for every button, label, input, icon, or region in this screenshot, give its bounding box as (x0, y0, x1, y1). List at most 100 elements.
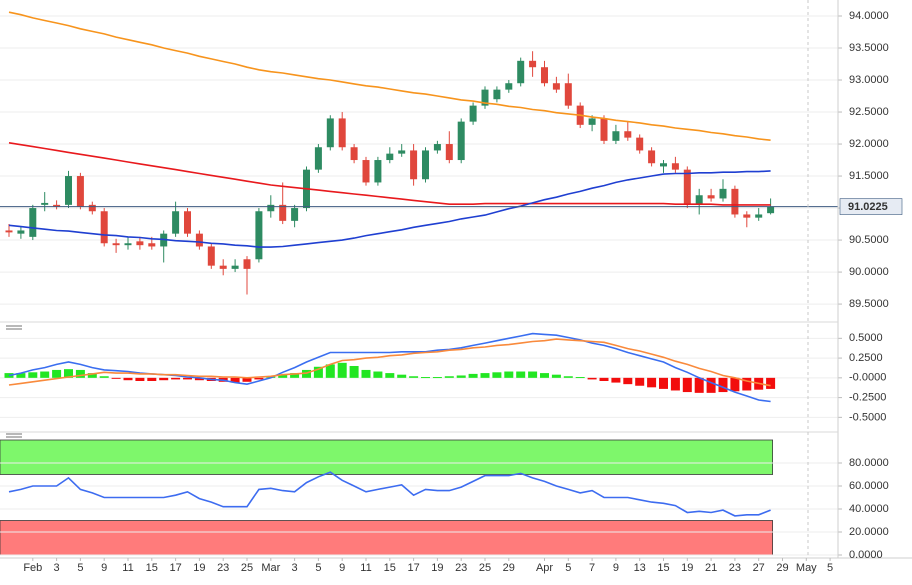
histogram-bar (706, 377, 716, 393)
x-tick-label: 11 (360, 562, 371, 574)
candle-body (338, 118, 346, 148)
candle-body (564, 83, 572, 106)
last-price-label: 91.0225 (848, 201, 888, 213)
histogram-bar (635, 377, 645, 386)
candle-body (671, 163, 679, 170)
candle-body (660, 163, 667, 167)
candle-body (41, 202, 49, 205)
indicator-line (8, 142, 771, 206)
y-tick-label: 92.5000 (849, 106, 889, 118)
histogram-bar (551, 374, 561, 378)
y-tick-label: 89.5000 (849, 298, 889, 310)
y-tick-label: 90.5000 (849, 234, 889, 246)
x-tick-label: 11 (122, 562, 133, 574)
candle-body (707, 195, 715, 199)
y-tick-label: 93.5000 (849, 42, 889, 54)
candle-body (243, 259, 251, 269)
x-tick-label: 5 (565, 562, 571, 574)
histogram-bar (242, 377, 252, 382)
candle-body (505, 83, 513, 90)
y-tick-label: 40.0000 (849, 503, 889, 515)
candle-body (422, 150, 429, 180)
candle-body (719, 188, 727, 199)
x-tick-label: 3 (292, 562, 298, 574)
histogram-bar (349, 365, 359, 378)
candle-body (5, 230, 13, 233)
x-tick-label: 15 (657, 562, 669, 574)
y-tick-label: 90.0000 (849, 266, 889, 278)
y-tick-label: 92.0000 (849, 138, 889, 150)
x-tick-label: 13 (634, 562, 646, 574)
histogram-bar (385, 373, 395, 378)
x-tick-label: 23 (217, 562, 229, 574)
candle-body (136, 241, 144, 246)
panel-handle[interactable] (6, 325, 22, 330)
candle-body (231, 265, 239, 269)
candle-body (457, 121, 465, 161)
candle-body (350, 147, 358, 161)
histogram-bar (421, 377, 430, 379)
candle-body (76, 176, 84, 207)
candle-body (362, 160, 370, 183)
x-tick-label: May (796, 562, 817, 574)
histogram-bar (456, 375, 466, 378)
histogram-bar (432, 377, 442, 379)
x-tick-label: 29 (776, 562, 788, 574)
histogram-bar (361, 369, 371, 378)
histogram-bar (278, 374, 288, 378)
candle-body (386, 153, 394, 161)
histogram-bar (135, 377, 145, 381)
y-tick-label: 0.0000 (849, 549, 883, 561)
candle-body (755, 214, 763, 218)
histogram-bar (528, 371, 538, 378)
y-tick-label: 80.0000 (849, 457, 889, 469)
histogram-bar (611, 377, 621, 383)
x-tick-label: 19 (681, 562, 693, 574)
histogram-bar (290, 373, 300, 378)
candle-body (433, 144, 441, 151)
x-tick-label: 27 (753, 562, 765, 574)
y-tick-label: 94.0000 (849, 10, 889, 22)
histogram-bar (147, 377, 157, 381)
candle-body (683, 169, 691, 205)
x-tick-label: Apr (536, 562, 553, 574)
y-tick-label: -0.5000 (849, 411, 886, 423)
candle-body (636, 137, 644, 151)
candle-body (148, 243, 156, 247)
candle-body (767, 206, 775, 214)
panel-handle[interactable] (6, 433, 22, 438)
histogram-bar (599, 377, 609, 381)
histogram-bar (766, 377, 776, 389)
candle-body (648, 150, 656, 164)
histogram-bar (230, 377, 240, 383)
candle-body (172, 211, 180, 234)
candle-body (624, 131, 632, 138)
histogram-bar (254, 377, 264, 380)
x-tick-label: 21 (705, 562, 717, 574)
histogram-bar (325, 364, 335, 378)
candle-body (124, 243, 132, 246)
indicator-line (8, 170, 771, 248)
histogram-bar (742, 377, 752, 391)
x-tick-label: 19 (431, 562, 443, 574)
histogram-bar (87, 373, 97, 378)
histogram-bar (587, 377, 597, 380)
candle-body (65, 176, 72, 205)
x-tick-label: 25 (241, 562, 253, 574)
x-tick-label: 17 (169, 562, 181, 574)
x-tick-label: 15 (146, 562, 158, 574)
histogram-bar (52, 369, 62, 378)
candle-body (481, 89, 489, 106)
x-tick-label: Feb (23, 562, 42, 574)
y-tick-label: -0.2500 (849, 392, 886, 404)
histogram-bar (647, 377, 657, 388)
candle-body (184, 211, 191, 234)
indicator-line (8, 332, 771, 403)
candle-body (529, 60, 537, 68)
histogram-bar (64, 369, 73, 378)
x-tick-label: Mar (261, 562, 280, 574)
x-tick-label: 9 (101, 562, 107, 574)
histogram-bar (468, 373, 478, 378)
histogram-bar (28, 372, 38, 378)
